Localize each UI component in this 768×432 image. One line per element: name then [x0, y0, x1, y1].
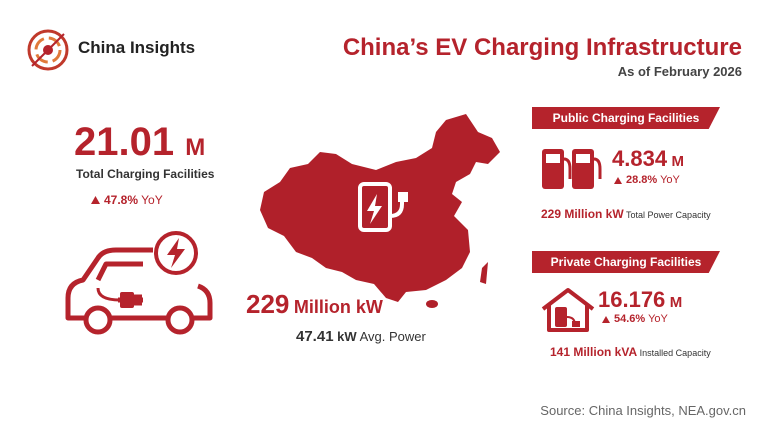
private-growth-label: YoY	[648, 313, 668, 325]
private-capacity-value: 141 Million kVA	[550, 345, 638, 359]
private-heading: Private Charging Facilities	[532, 251, 720, 273]
up-arrow	[91, 196, 100, 204]
total-unit: M	[185, 134, 206, 161]
public-number: 4.834	[612, 146, 668, 171]
total-number: 21.01	[74, 120, 175, 164]
china-map	[260, 114, 500, 308]
subtitle: As of February 2026	[617, 64, 742, 79]
public-growth-value: 28.8%	[626, 174, 658, 186]
total-growth-value: 47.8%	[104, 193, 139, 207]
private-growth-value: 54.6%	[614, 313, 646, 325]
public-unit: M	[671, 153, 685, 170]
up-arrow	[614, 177, 622, 184]
power-number: 229	[246, 289, 290, 319]
power-unit: Million kW	[293, 297, 383, 317]
public-growth: 28.8% YoY	[614, 174, 680, 186]
brand: China Insights	[78, 38, 196, 57]
public-capacity: 229 Million kW Total Power Capacity	[541, 207, 711, 221]
total-label: Total Charging Facilities	[76, 167, 215, 181]
title: China’s EV Charging Infrastructure	[342, 34, 742, 61]
avg-power: 47.41 kW Avg. Power	[296, 328, 426, 345]
avg-label: Avg. Power	[359, 329, 426, 344]
total-growth: 47.8% YoY	[91, 193, 163, 207]
private-unit: M	[669, 294, 683, 311]
public-capacity-value: 229 Million kW	[541, 207, 624, 221]
avg-unit: kW	[337, 329, 357, 344]
home-charger-icon	[541, 288, 595, 332]
public-heading: Public Charging Facilities	[532, 107, 720, 129]
source: Source: China Insights, NEA.gov.cn	[540, 403, 746, 418]
private-growth: 54.6% YoY	[602, 313, 668, 325]
up-arrow	[602, 316, 610, 323]
public-value: 4.834 M	[612, 146, 684, 172]
public-capacity-label: Total Power Capacity	[626, 210, 711, 220]
private-capacity: 141 Million kVA Installed Capacity	[550, 345, 711, 359]
total-value: 21.01 M	[74, 122, 205, 168]
private-number: 16.176	[598, 287, 666, 312]
private-capacity-label: Installed Capacity	[639, 348, 711, 358]
private-value: 16.176 M	[598, 287, 682, 313]
car-icon	[65, 231, 213, 335]
public-growth-label: YoY	[660, 174, 680, 186]
logo-icon	[27, 29, 69, 71]
total-growth-label: YoY	[141, 193, 163, 207]
power-value: 229 Million kW	[246, 289, 383, 320]
pump-icon	[542, 149, 602, 189]
avg-number: 47.41	[296, 328, 334, 345]
